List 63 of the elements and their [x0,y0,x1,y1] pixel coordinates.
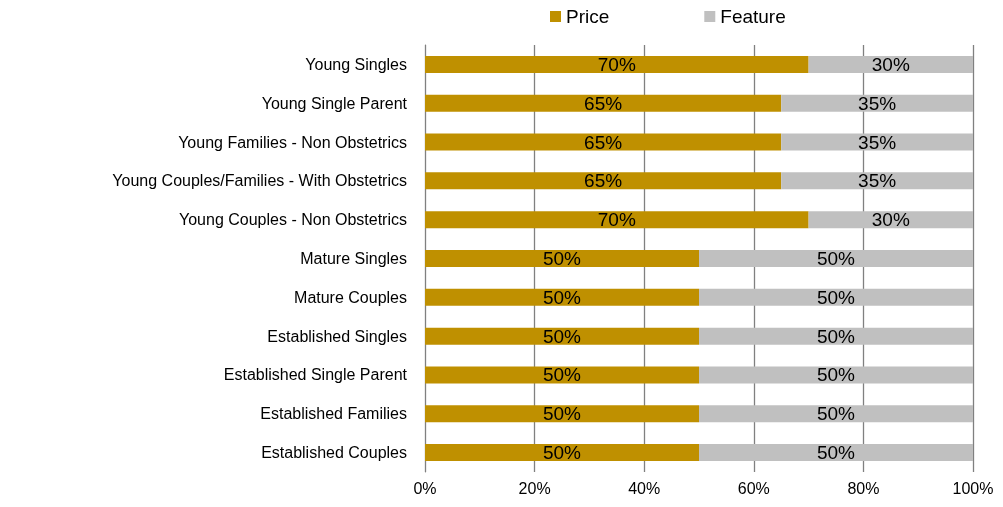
data-label: 50% [816,248,856,269]
y-tick-label: Established Singles [267,327,407,345]
bar [699,405,973,423]
data-label: 35% [858,92,897,114]
data-label: 30% [871,53,910,75]
bar [699,250,973,267]
bar [699,444,973,462]
bar [699,327,973,345]
y-tick-label: Established Single Parent [223,366,408,384]
bar [699,366,973,384]
y-tick-label: Young Single Parent [261,94,408,112]
bar [808,55,973,73]
data-label: 50% [816,442,856,464]
y-tick-label: Established Families [260,405,407,423]
data-label: 50% [816,325,856,347]
bar [425,444,699,462]
data-label: 35% [858,170,897,192]
data-label: 50% [816,364,856,386]
data-label: 30% [871,209,910,231]
bar [808,211,973,229]
y-tick-label: Mature Singles [300,250,407,267]
bar [425,250,699,267]
data-label: 65% [584,131,623,153]
y-tick-label: Established Couples [261,444,407,462]
data-label: 50% [816,403,856,425]
x-tick-label: 0% [413,479,437,497]
data-label: 50% [542,364,582,386]
data-label: 35% [858,131,897,153]
bar [425,366,699,384]
y-tick-label: Young Couples - Non Obstetrics [179,211,407,229]
bar [699,288,973,306]
bar [425,172,782,190]
x-tick-label: 20% [518,479,551,497]
y-tick-label: Young Couples/Families - With Obstetrics [112,172,407,190]
y-tick-label: Mature Couples [294,288,407,306]
data-label: 70% [597,209,636,231]
legend-label: Price [566,6,610,27]
data-label: 50% [542,286,582,308]
y-tick-label: Young Families - Non Obstetrics [178,133,407,151]
bar [425,94,782,112]
bar [425,327,699,345]
x-tick-label: 100% [952,479,994,497]
y-tick-label: Young Singles [305,55,407,73]
bar [781,94,973,112]
bar [425,211,809,229]
bar [425,133,782,151]
bar [425,55,809,73]
data-label: 65% [584,92,623,114]
data-label: 70% [597,53,636,75]
data-label: 50% [542,442,582,464]
x-tick-label: 40% [628,479,661,497]
legend-label: Feature [720,6,786,27]
bar [781,172,973,190]
data-label: 50% [542,325,582,347]
data-label: 50% [542,403,582,425]
bar [425,288,699,306]
data-label: 65% [584,170,623,192]
bar [781,133,973,151]
data-label: 50% [542,248,582,269]
x-tick-label: 80% [847,479,880,497]
bar [425,405,699,423]
x-tick-label: 60% [737,479,770,497]
data-label: 50% [816,286,856,308]
